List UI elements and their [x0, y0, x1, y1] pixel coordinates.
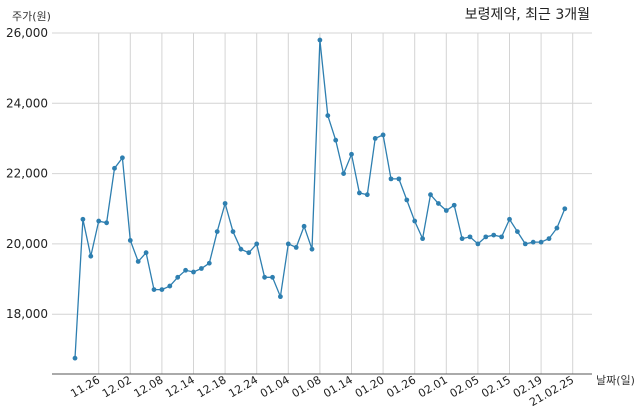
- data-point: [507, 216, 512, 222]
- x-axis-label: 날짜(일): [596, 373, 635, 387]
- data-point: [357, 190, 362, 196]
- x-tick-label: 12.08: [132, 373, 166, 400]
- data-point: [530, 239, 536, 245]
- x-tick-label: 12.18: [195, 373, 229, 400]
- y-tick-label: 26,000: [6, 26, 48, 40]
- data-point: [151, 287, 157, 292]
- data-point: [388, 176, 394, 182]
- x-axis-ticks: 11.2612.0212.0812.1412.1812.2401.0401.08…: [68, 373, 576, 409]
- series: [72, 37, 568, 361]
- data-point: [230, 229, 236, 234]
- x-tick-label: 01.20: [353, 373, 387, 400]
- data-point: [191, 269, 196, 275]
- data-point: [443, 208, 449, 213]
- y-tick-label: 24,000: [6, 96, 48, 110]
- data-point: [546, 236, 552, 242]
- data-point: [270, 274, 275, 280]
- data-point: [412, 218, 418, 224]
- x-tick-label: 12.24: [226, 373, 260, 400]
- data-point: [491, 232, 497, 238]
- data-point: [214, 229, 220, 234]
- data-point: [380, 132, 386, 138]
- x-tick-label: 12.14: [163, 373, 197, 400]
- data-point: [167, 283, 173, 289]
- data-point: [309, 246, 315, 252]
- chart-title: 보령제약, 최근 3개월: [465, 7, 590, 23]
- x-tick-label: 01.04: [258, 373, 292, 400]
- data-point: [301, 223, 307, 229]
- data-point: [104, 220, 109, 226]
- data-point: [396, 176, 402, 182]
- data-point: [238, 246, 244, 252]
- data-point: [72, 355, 78, 361]
- y-tick-label: 18,000: [6, 307, 48, 321]
- data-point: [88, 253, 94, 259]
- data-point: [96, 218, 102, 224]
- data-point: [80, 216, 86, 222]
- data-point: [451, 202, 457, 208]
- y-axis-ticks: 18,000 20,000 22,000 24,000 26,000: [6, 26, 48, 321]
- data-point: [538, 239, 544, 245]
- data-point: [183, 267, 189, 273]
- y-tick-label: 20,000: [6, 237, 48, 251]
- data-point: [436, 201, 441, 206]
- data-point: [483, 234, 489, 240]
- data-point: [372, 136, 378, 141]
- data-point: [285, 241, 291, 247]
- data-point: [349, 151, 354, 157]
- x-tick-label: 01.26: [384, 373, 418, 400]
- data-point: [143, 250, 149, 256]
- data-point: [246, 250, 252, 256]
- data-point: [317, 37, 323, 43]
- data-point: [341, 171, 346, 177]
- data-point: [127, 237, 133, 243]
- data-point: [467, 234, 473, 240]
- data-point: [554, 225, 560, 231]
- data-point: [112, 165, 117, 171]
- data-point: [475, 241, 481, 247]
- data-point: [404, 197, 410, 203]
- x-tick-label: 01.14: [321, 373, 355, 400]
- data-point: [562, 206, 568, 212]
- data-point: [278, 294, 283, 300]
- data-point: [515, 229, 520, 234]
- data-point: [499, 234, 504, 240]
- data-point: [222, 201, 228, 206]
- data-point: [364, 192, 370, 198]
- data-point: [428, 192, 433, 198]
- x-tick-label: 01.08: [290, 373, 324, 400]
- data-point: [459, 236, 465, 242]
- data-point: [135, 259, 141, 264]
- grid: [52, 32, 592, 374]
- data-point: [293, 245, 299, 250]
- data-point: [159, 287, 165, 292]
- x-tick-label: 12.02: [100, 373, 134, 400]
- data-point: [522, 241, 528, 247]
- data-point: [420, 236, 425, 242]
- data-point: [333, 137, 339, 143]
- data-point: [206, 260, 212, 266]
- y-axis-label: 주가(원): [12, 10, 51, 23]
- x-tick-label: 02.01: [416, 373, 450, 400]
- data-point: [199, 266, 204, 271]
- y-tick-label: 22,000: [6, 167, 48, 181]
- data-point: [120, 155, 125, 161]
- data-point: [325, 113, 331, 119]
- x-tick-label: 02.15: [479, 373, 513, 400]
- data-point: [262, 274, 267, 280]
- x-tick-label: 02.05: [448, 373, 482, 400]
- x-tick-label: 11.26: [68, 373, 102, 400]
- data-point: [175, 274, 181, 280]
- data-point: [254, 241, 260, 247]
